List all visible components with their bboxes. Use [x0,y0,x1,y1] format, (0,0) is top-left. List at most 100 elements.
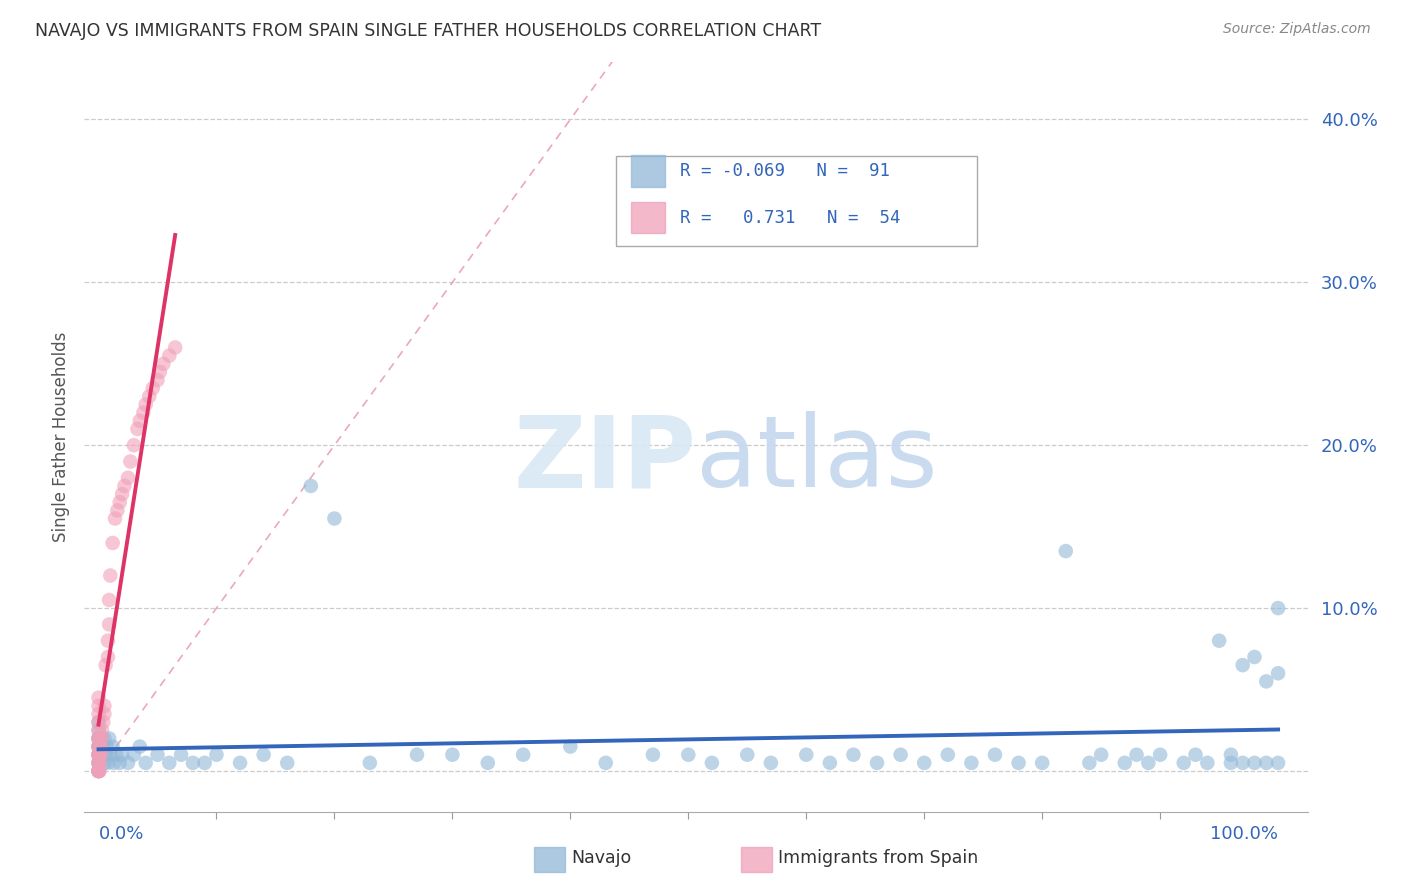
Point [1054,544,1077,558]
Point [87,731,110,746]
Point [1267,756,1289,770]
Point [87,723,110,738]
Point [105,747,128,762]
Text: ZIP: ZIP [513,411,696,508]
Point [117,471,139,485]
Text: Source: ZipAtlas.com: Source: ZipAtlas.com [1223,22,1371,37]
Point [138,389,160,403]
Point [512,747,534,762]
Point [90,747,112,762]
Point [912,756,935,770]
Point [142,381,165,395]
Point [595,756,617,770]
Point [87,764,110,778]
Y-axis label: Single Father Households: Single Father Households [52,332,70,542]
Point [181,756,204,770]
Point [87,764,110,778]
Point [170,747,193,762]
Point [101,536,124,550]
Point [1173,756,1195,770]
Point [111,747,134,762]
Point [101,739,124,754]
Text: 0.0%: 0.0% [98,825,143,843]
Point [936,747,959,762]
Point [984,747,1007,762]
Point [87,723,110,738]
Point [842,747,865,762]
Point [87,739,110,754]
Point [866,756,889,770]
Point [1208,633,1230,648]
Point [157,756,180,770]
Point [87,764,110,778]
Point [890,747,912,762]
Point [98,747,121,762]
Point [759,756,782,770]
Point [87,747,110,762]
Point [1125,747,1147,762]
Point [87,739,110,754]
Point [89,756,111,770]
Point [90,739,112,754]
Point [89,756,111,770]
Point [1031,756,1053,770]
Point [146,747,169,762]
Point [105,503,128,517]
Point [87,747,110,762]
Point [96,739,118,754]
Point [87,756,110,770]
Point [91,715,114,730]
Point [1267,666,1289,681]
Point [87,747,110,762]
Point [120,454,142,468]
Point [87,747,110,762]
Point [1114,756,1136,770]
Point [91,747,114,762]
Point [152,357,174,371]
Point [93,706,115,721]
Point [87,731,110,746]
Point [98,617,121,632]
Point [93,731,115,746]
Point [122,438,145,452]
Point [104,511,127,525]
Point [87,739,110,754]
Point [91,739,114,754]
Point [299,479,322,493]
Point [135,756,157,770]
Point [117,756,139,770]
Point [146,373,169,387]
Point [276,756,298,770]
Point [87,756,110,770]
Point [97,756,120,770]
Text: 100.0%: 100.0% [1211,825,1278,843]
Point [122,747,145,762]
Bar [631,155,665,186]
Point [678,747,700,762]
Point [1149,747,1171,762]
Point [114,479,136,493]
Point [960,756,983,770]
Point [87,764,110,778]
Point [1219,756,1241,770]
Point [127,422,149,436]
Point [1090,747,1112,762]
Point [87,706,110,721]
Point [89,739,111,754]
Point [1078,756,1101,770]
Point [1197,756,1219,770]
Point [87,764,110,778]
Text: atlas: atlas [696,411,938,508]
Point [94,747,117,762]
Point [93,698,115,713]
Point [735,747,758,762]
Point [1243,650,1265,665]
Point [90,747,112,762]
Point [132,406,155,420]
Point [1007,756,1029,770]
Point [94,658,117,673]
Point [1267,601,1289,615]
Point [323,511,346,525]
Point [359,756,381,770]
Point [87,715,110,730]
